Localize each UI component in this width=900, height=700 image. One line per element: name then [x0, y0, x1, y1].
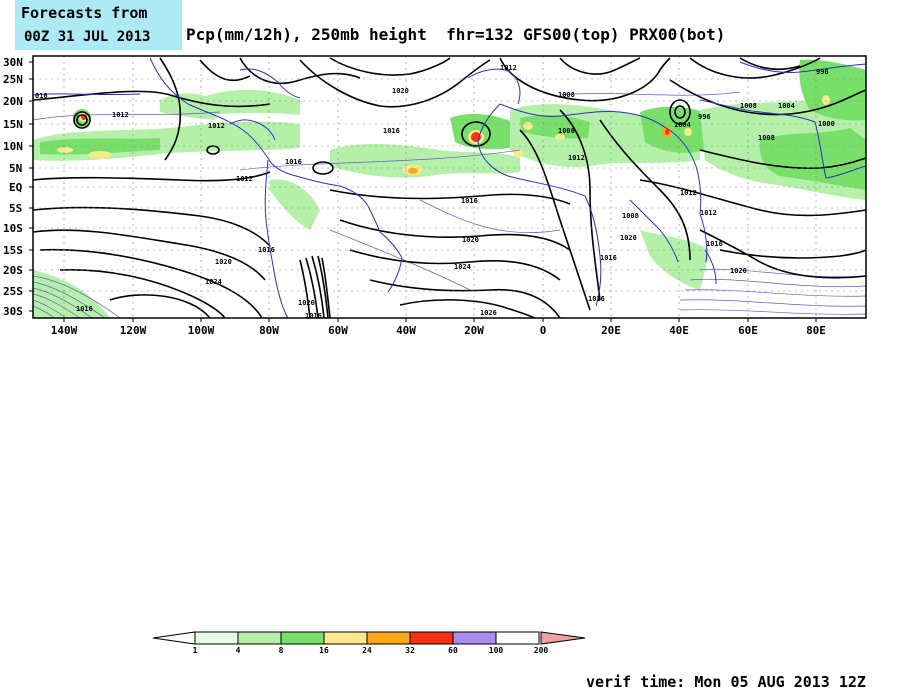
contour-label: 1016: [461, 197, 478, 205]
lon-label: 60E: [738, 324, 758, 337]
colorbar-low-arrow: [152, 631, 196, 645]
axis-ticks: [29, 61, 817, 322]
colorbar-label: 1: [193, 646, 198, 655]
forecast-label: Forecasts from: [21, 4, 148, 22]
lon-label: 40W: [396, 324, 416, 337]
contour-label: 1016: [600, 254, 617, 262]
lon-label: 40E: [669, 324, 689, 337]
contour-label: 1000: [818, 120, 835, 128]
contour-label: 1016: [285, 158, 302, 166]
lon-label: 140W: [51, 324, 78, 337]
contour-label: 1016: [383, 127, 400, 135]
latitude-labels: 30N 25N 20N 15N 10N 5N EQ 5S 10S 15S 20S…: [3, 56, 23, 318]
forecast-info-box: Forecasts from 00Z 31 JUL 2013: [15, 0, 182, 50]
contour-label: 1016: [305, 312, 322, 320]
lat-label: 5S: [9, 202, 22, 215]
contour-label: 1012: [568, 154, 585, 162]
colorbar-box: [237, 631, 282, 645]
lon-label: 20E: [601, 324, 621, 337]
colorbar-box: [409, 631, 454, 645]
colorbar-label: 100: [489, 646, 504, 655]
contour-label: 1012: [700, 209, 717, 217]
colorbar-label: 8: [279, 646, 284, 655]
longitude-labels: 140W 120W 100W 80W 60W 40W 20W 0 20E 40E…: [51, 324, 826, 337]
precipitation-field: [33, 59, 866, 318]
contour-label: 1020: [215, 258, 232, 266]
lat-label: 5N: [9, 162, 22, 175]
lon-label: 20W: [464, 324, 484, 337]
height-contours: [33, 57, 866, 318]
contour-label: 016: [35, 92, 48, 100]
contour-label: 1012: [208, 122, 225, 130]
colorbar-box: [495, 631, 540, 645]
contour-label: 1024: [205, 278, 222, 286]
contour-label: 1016: [258, 246, 275, 254]
lat-label: 25S: [3, 285, 23, 298]
lon-label: 100W: [188, 324, 215, 337]
colorbar-labels: 1 4 8 16 24 32 60 100 200: [193, 646, 549, 655]
contour-label: 1016: [706, 240, 723, 248]
contour-label: 996: [698, 113, 711, 121]
lat-label: 20N: [3, 95, 23, 108]
verification-time: verif time: Mon 05 AUG 2013 12Z: [586, 673, 866, 691]
lat-label: 25N: [3, 73, 23, 86]
contour-label: 1008: [622, 212, 639, 220]
contour-label: 1020: [298, 299, 315, 307]
contour-label: 1020: [392, 87, 409, 95]
contour-label: 1020: [462, 236, 479, 244]
colorbar: 1 4 8 16 24 32 60 100 200: [152, 631, 586, 655]
colorbar-label: 16: [319, 646, 329, 655]
contour-labels: 016 1012 1012 1020 1016 1012 1008 1006 1…: [35, 64, 835, 320]
lat-label: EQ: [9, 181, 23, 194]
lon-label: 0: [540, 324, 547, 337]
colorbar-box: [280, 631, 325, 645]
contour-label: 1008: [558, 91, 575, 99]
contour-label: 1012: [500, 64, 517, 72]
lon-label: 120W: [120, 324, 147, 337]
contour-label: 1024: [454, 263, 471, 271]
contour-label: 1012: [112, 111, 129, 119]
lat-label: 20S: [3, 264, 23, 277]
lat-label: 10N: [3, 140, 23, 153]
map-content: 016 1012 1012 1020 1016 1012 1008 1006 1…: [33, 56, 866, 320]
contour-label: 1006: [558, 127, 575, 135]
contour-label: 1012: [236, 175, 253, 183]
lat-lon-grid: [33, 56, 866, 318]
contour-label: 1008: [758, 134, 775, 142]
lat-label: 15S: [3, 244, 23, 257]
colorbar-high-arrow: [540, 631, 586, 645]
coastlines: [33, 57, 866, 318]
map-title: Pcp(mm/12h), 250mb height fhr=132 GFS00(…: [186, 25, 726, 44]
lon-label: 80E: [806, 324, 826, 337]
contour-label: 1004: [674, 121, 691, 129]
colorbar-label: 60: [448, 646, 458, 655]
contour-label: 1016: [588, 295, 605, 303]
colorbar-box: [366, 631, 411, 645]
lon-label: 60W: [328, 324, 348, 337]
contour-label: 1012: [680, 189, 697, 197]
lat-label: 30S: [3, 305, 23, 318]
colorbar-boxes: [194, 631, 540, 645]
lat-label: 15N: [3, 118, 23, 131]
lon-label: 80W: [259, 324, 279, 337]
contour-label: 1004: [778, 102, 795, 110]
colorbar-box: [194, 631, 239, 645]
contour-label: 1020: [620, 234, 637, 242]
contour-label: 1026: [480, 309, 497, 317]
contour-label: 1016: [76, 305, 93, 313]
blue-contours: [33, 91, 866, 318]
colorbar-label: 32: [405, 646, 415, 655]
lat-label: 30N: [3, 56, 23, 69]
contour-label: 1008: [740, 102, 757, 110]
forecast-init-time: 00Z 31 JUL 2013: [24, 29, 151, 45]
lat-label: 10S: [3, 222, 23, 235]
contour-label: 1020: [730, 267, 747, 275]
colorbar-label: 4: [236, 646, 241, 655]
colorbar-box: [452, 631, 497, 645]
colorbar-box: [323, 631, 368, 645]
colorbar-label: 200: [534, 646, 549, 655]
contour-label: 996: [816, 68, 829, 76]
colorbar-label: 24: [362, 646, 372, 655]
